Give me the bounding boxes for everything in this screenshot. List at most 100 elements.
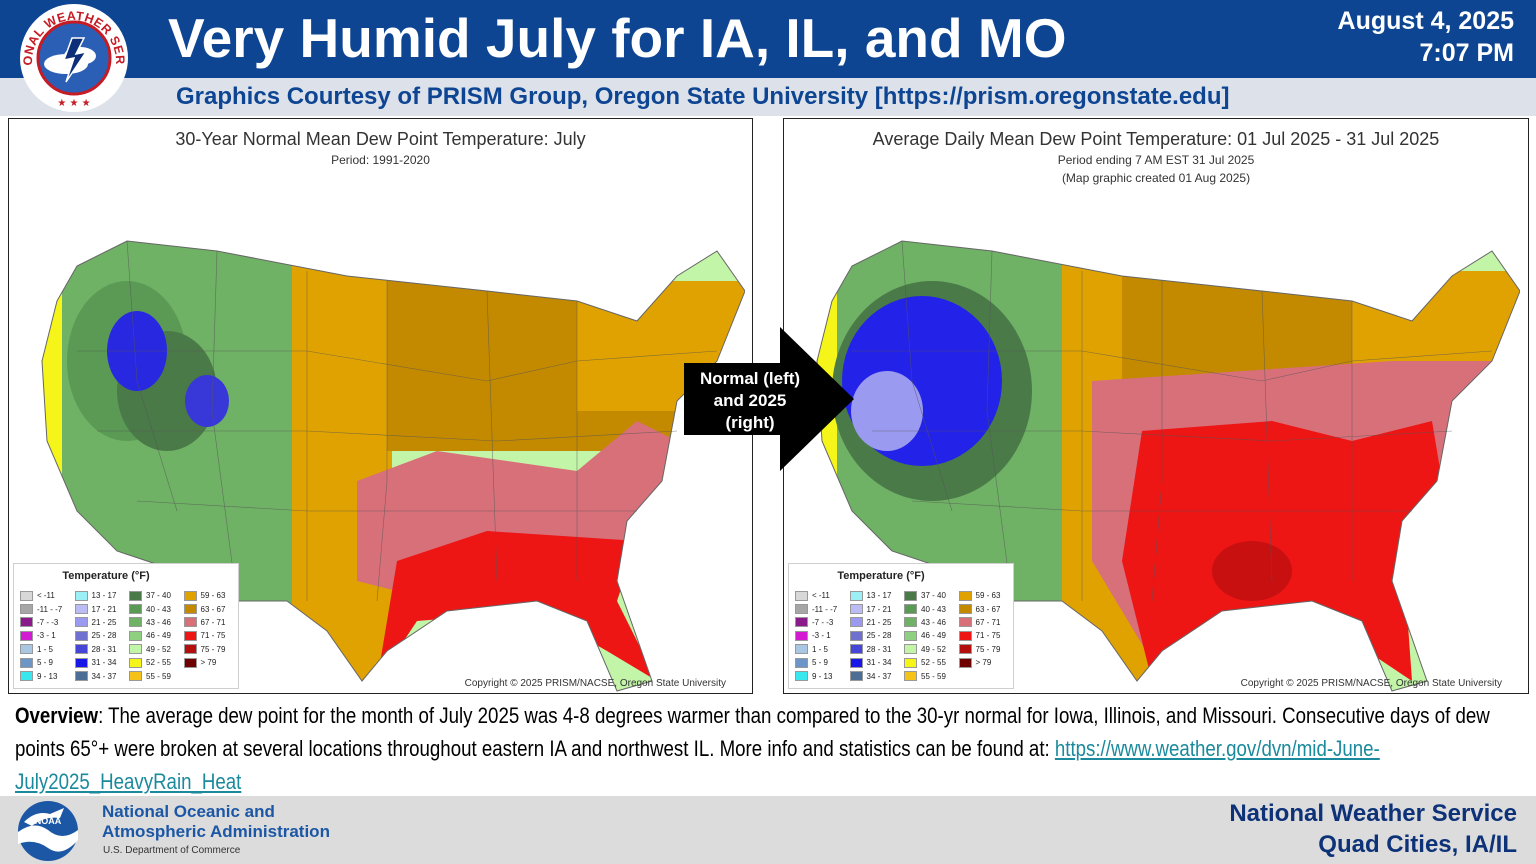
legend-label: 71 - 75: [975, 631, 1001, 641]
legend-item: 59 - 63: [958, 589, 1008, 602]
legend-label: 52 - 55: [146, 658, 171, 668]
legend-label: 75 - 79: [975, 644, 1001, 654]
legend-swatch: [904, 671, 917, 682]
legend-column: < -11 -11 - -7 -7 - -3 -3 - 1 1 - 5 5 - 9 9 - …: [795, 589, 844, 683]
legend-item: 21 - 25: [74, 616, 124, 629]
legend-item: -3 - 1: [20, 629, 69, 642]
legend-item: 5 - 9: [795, 656, 844, 669]
legend-item: 67 - 71: [958, 616, 1008, 629]
legend-swatch: [849, 657, 863, 668]
legend-item: < -11: [20, 589, 69, 602]
legend-item: 40 - 43: [129, 602, 178, 615]
legend-swatch: [74, 604, 88, 615]
legend-label: 13 - 17: [866, 591, 892, 601]
legend-label: 1 - 5: [37, 644, 54, 654]
legend-label: -11 - -7: [812, 604, 838, 614]
nws-office: National Weather Service Quad Cities, IA…: [1229, 798, 1517, 860]
legend-item: 28 - 31: [74, 643, 124, 656]
legend-item: 59 - 63: [183, 589, 233, 602]
legend-label: 67 - 71: [200, 617, 226, 627]
legend-item: 49 - 52: [129, 643, 178, 656]
legend-label: 13 - 17: [91, 591, 117, 601]
legend-label: 49 - 52: [921, 644, 946, 654]
legend-label: 43 - 46: [146, 617, 171, 627]
legend-item: 1 - 5: [795, 643, 844, 656]
noaa-name: National Oceanic and Atmospheric Adminis…: [102, 802, 330, 842]
legend-label: 71 - 75: [200, 631, 226, 641]
legend-label: 37 - 40: [921, 591, 946, 601]
2025-dewpoint-map: [816, 240, 1520, 692]
legend-item: 55 - 59: [129, 669, 178, 682]
legend-swatch: [183, 590, 197, 601]
legend-swatch: [958, 644, 972, 655]
legend-label: 17 - 21: [91, 604, 117, 614]
page-title: Very Humid July for IA, IL, and MO: [168, 7, 1067, 69]
legend-swatch: [20, 671, 33, 682]
courtesy-bar: [0, 78, 1536, 116]
nws-office-line1: National Weather Service: [1229, 800, 1517, 827]
legend-item: 71 - 75: [183, 629, 233, 642]
right-map-title: Average Daily Mean Dew Point Temperature…: [872, 129, 1440, 149]
legend-swatch: [849, 630, 863, 641]
nws-office-line2: Quad Cities, IA/IL: [1318, 831, 1517, 858]
right-map-period: Period ending 7 AM EST 31 Jul 2025: [1057, 153, 1255, 167]
legend-swatch: [795, 630, 808, 641]
legend-label: 75 - 79: [200, 644, 226, 654]
legend-label: 17 - 21: [866, 604, 892, 614]
legend-swatch: [20, 604, 33, 615]
legend-label: 49 - 52: [146, 644, 171, 654]
legend-swatch: [129, 590, 142, 601]
legend-item: 31 - 34: [74, 656, 124, 669]
legend-item: 67 - 71: [183, 616, 233, 629]
legend-title: Temperature (°F): [62, 570, 150, 582]
legend-label: 31 - 34: [91, 658, 117, 668]
legend-swatch: [904, 644, 917, 655]
legend-item: -11 - -7: [20, 602, 69, 615]
legend-label: 21 - 25: [866, 617, 892, 627]
legend-item: 46 - 49: [129, 629, 178, 642]
legend-label: < -11: [812, 591, 830, 601]
legend-item: 37 - 40: [129, 589, 178, 602]
left-map-title: 30-Year Normal Mean Dew Point Temperatur…: [175, 129, 586, 149]
legend-item: 37 - 40: [904, 589, 953, 602]
legend-item: 1 - 5: [20, 643, 69, 656]
overview-link[interactable]: https://www.weather.gov/dvn/mid-June-Jul…: [15, 736, 1380, 794]
legend-column: 59 - 63 63 - 67 67 - 71 71 - 75 75 - 79 > 79: [958, 589, 1008, 683]
legend-swatch: [849, 671, 863, 682]
legend-label: 34 - 37: [866, 671, 892, 681]
legend-label: 59 - 63: [975, 591, 1001, 601]
legend-swatch: [129, 604, 142, 615]
legend-item: -7 - -3: [20, 616, 69, 629]
legend-column: < -11 -11 - -7 -7 - -3 -3 - 1 1 - 5 5 - 9 9 - …: [20, 589, 69, 683]
legend-swatch: [74, 671, 88, 682]
noaa-logo-icon: NOAA: [18, 801, 78, 861]
arrow-label-line3: (right): [725, 413, 775, 432]
legend-item: 43 - 46: [129, 616, 178, 629]
legend-item: 75 - 79: [183, 643, 233, 656]
normal-dewpoint-map: [41, 240, 745, 692]
footer-bar: [0, 796, 1536, 864]
overview-label: Overview: [15, 703, 99, 728]
legend-item: 34 - 37: [74, 669, 124, 682]
legend-label: 5 - 9: [37, 658, 54, 668]
noaa-department: U.S. Department of Commerce: [103, 845, 241, 856]
svg-text:★ ★ ★: ★ ★ ★: [57, 98, 90, 109]
noaa-name-line2: Atmospheric Administration: [102, 822, 330, 841]
legend-item: 75 - 79: [958, 643, 1008, 656]
legend-label: > 79: [200, 658, 217, 668]
legend-swatch: [183, 644, 197, 655]
legend-column: 13 - 17 17 - 21 21 - 25 25 - 28 28 - 31 31 - …: [74, 589, 124, 683]
arrow-label-line1: Normal (left): [699, 369, 801, 388]
legend-swatch: [849, 617, 863, 628]
legend-item: 13 - 17: [74, 589, 124, 602]
legend-item: 17 - 21: [74, 602, 124, 615]
legend-item: 46 - 49: [904, 629, 953, 642]
left-copyright: Copyright © 2025 PRISM/NACSE, Oregon Sta…: [464, 678, 726, 689]
legend-label: 25 - 28: [91, 631, 117, 641]
legend-label: 21 - 25: [91, 617, 117, 627]
legend-swatch: [183, 657, 197, 668]
legend-swatch: [795, 604, 808, 615]
legend-swatch: [20, 630, 33, 641]
legend-label: 43 - 46: [921, 617, 946, 627]
legend-item: 17 - 21: [849, 602, 899, 615]
